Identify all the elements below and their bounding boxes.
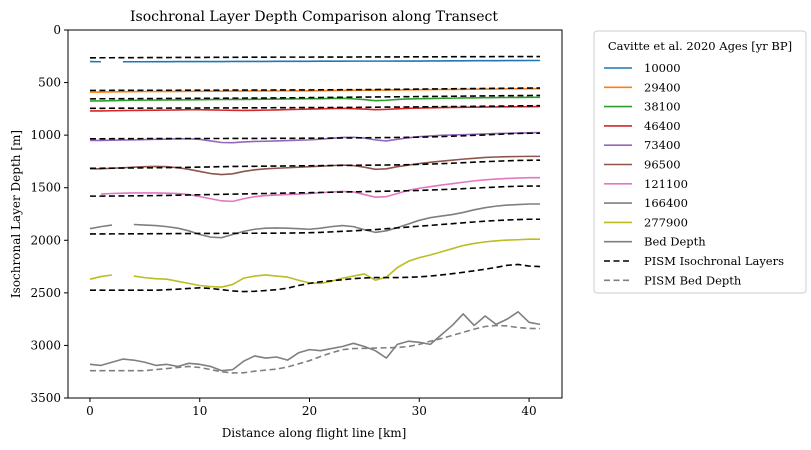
y-tick-label-3000: 3000 [30,338,61,352]
series-line-10000-0 [89,59,541,63]
series-line-pism-isochronal-layers-15 [89,159,541,170]
legend-label-10: PISM Isochronal Layers [644,254,784,268]
y-tick-label-500: 500 [38,76,61,90]
legend-label-3: 46400 [644,119,681,133]
series-line-pism-isochronal-layers-11 [89,87,541,92]
series-line-pism-bed-depth-19 [89,324,541,374]
series-line-pism-isochronal-layers-14 [89,132,541,140]
series-line-166400-7 [89,203,541,239]
series-line-96500-5 [89,155,541,176]
legend-title: Cavitte et al. 2020 Ages [yr BP] [608,39,792,53]
x-tick-label-20: 20 [302,404,317,418]
legend: Cavitte et al. 2020 Ages [yr BP] 10000 29… [593,30,807,294]
x-axis-label: Distance along flight line [km] [222,426,407,440]
legend-entries: 10000 29400 38100 46400 73400 96500 121100 1664… [604,61,784,287]
legend-label-1: 29400 [644,80,681,94]
y-tick-label-0: 0 [53,23,61,37]
legend-frame [593,30,807,294]
legend-label-9: Bed Depth [644,235,706,249]
legend-label-19: PISM Bed Depth [644,273,742,287]
legend-label-8: 277900 [644,215,688,229]
y-axis-label: Isochronal Layer Depth [m] [9,130,23,298]
series-line-38100-2 [89,96,541,102]
legend-label-2: 38100 [644,100,681,114]
x-tick-label-10: 10 [192,404,207,418]
plot-area: 0 10 20 30 40 0 500 1000 1500 2000 2500 3000 3500 [30,23,563,418]
y-tick-label-1500: 1500 [30,181,61,195]
series-line-46400-3 [89,105,541,112]
series-line-277900-8 [89,238,541,288]
series-line-pism-isochronal-layers-16 [89,185,541,197]
series-line-pism-isochronal-layers-10 [89,55,541,59]
legend-label-0: 10000 [644,61,681,75]
x-tick-label-40: 40 [521,404,536,418]
chart-title: Isochronal Layer Depth Comparison along … [130,9,498,25]
x-tick-label-30: 30 [412,404,427,418]
series-line-pism-isochronal-layers-12 [89,94,541,100]
axes-frame [67,29,563,399]
series-line-121100-6 [100,176,541,203]
y-tick-label-2500: 2500 [30,286,61,300]
y-tick-label-1000: 1000 [30,128,61,142]
y-tick-label-3500: 3500 [30,391,61,405]
legend-label-6: 121100 [644,177,688,191]
series-line-73400-4 [89,131,541,144]
legend-label-5: 96500 [644,158,681,172]
series-line-pism-isochronal-layers-17 [89,218,541,235]
series-lines [89,55,541,374]
x-tick-label-0: 0 [86,404,94,418]
legend-label-4: 73400 [644,138,681,152]
y-tick-label-2000: 2000 [30,233,61,247]
series-line-pism-isochronal-layers-13 [89,104,541,110]
legend-label-7: 166400 [644,196,688,210]
series-line-bed-depth-9 [89,310,541,372]
